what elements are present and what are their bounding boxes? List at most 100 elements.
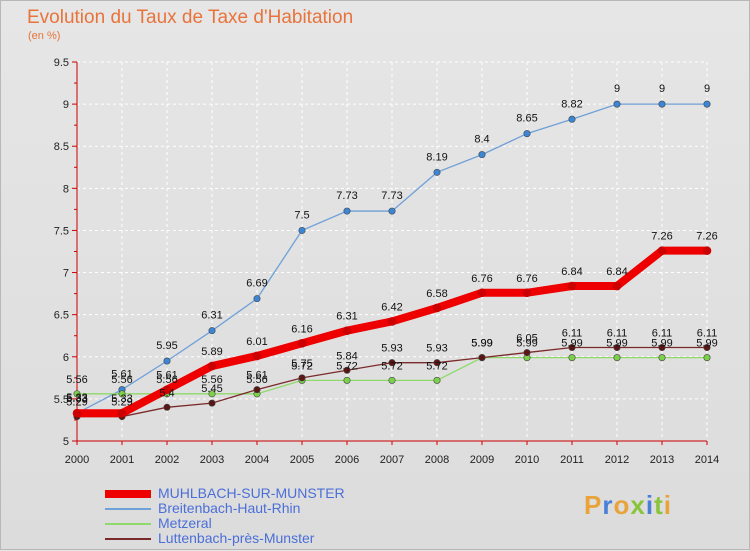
data-point — [388, 359, 396, 367]
y-tick-label: 9 — [63, 99, 69, 111]
data-labels: 5.33 5.33 5.61 5.89 6.01 6.16 6.31 6.42 6.58 6.76… — [66, 83, 717, 408]
x-tick-label: 2006 — [335, 454, 359, 466]
data-point — [163, 357, 171, 365]
data-point — [72, 408, 82, 418]
x-tick-label: 2014 — [695, 454, 719, 466]
data-label: 5.89 — [201, 346, 222, 358]
data-point — [343, 207, 351, 215]
data-point — [523, 130, 531, 138]
data-point — [703, 100, 711, 108]
data-label: 6.11 — [652, 328, 673, 340]
data-label: 9 — [614, 83, 620, 95]
x-tick-label: 2013 — [650, 454, 674, 466]
data-label: 6.76 — [471, 273, 492, 285]
legend-swatch — [105, 523, 151, 525]
data-label: 6.31 — [336, 311, 357, 323]
data-label: 5.99 — [561, 338, 582, 350]
data-point — [657, 246, 667, 255]
data-point — [433, 168, 441, 176]
data-point — [73, 390, 81, 398]
data-label: 5.29 — [111, 397, 132, 409]
data-label: 5.93 — [381, 343, 402, 355]
data-label: 5.99 — [696, 338, 717, 350]
data-point — [253, 386, 261, 394]
data-point — [658, 344, 666, 352]
data-point — [522, 288, 532, 298]
x-tick-label: 2012 — [605, 454, 629, 466]
data-label: 9 — [704, 83, 710, 95]
logo-letter: o — [613, 490, 631, 520]
data-label: 6.76 — [516, 273, 537, 285]
data-point — [343, 376, 351, 384]
data-point — [613, 344, 621, 352]
data-label: 8.19 — [426, 151, 447, 163]
chart-title: Evolution du Taux de Taxe d'Habitation — [27, 7, 354, 28]
legend-swatch — [105, 538, 151, 540]
data-point — [117, 408, 127, 418]
proxiti-logo: Proxiti — [584, 490, 672, 521]
data-point — [298, 374, 306, 382]
data-label: 5.56 — [201, 374, 222, 386]
data-point — [343, 366, 351, 374]
data-point — [478, 151, 486, 159]
y-tick-label: 6.5 — [54, 310, 69, 322]
legend-label: MUHLBACH-SUR-MUNSTER — [158, 485, 345, 501]
x-tick-label: 2002 — [155, 454, 179, 466]
chart-subtitle: (en %) — [28, 30, 61, 42]
series-group — [72, 100, 712, 421]
y-tick-label: 6 — [63, 352, 69, 364]
data-label: 6.11 — [697, 328, 718, 340]
data-label: 6.05 — [516, 333, 537, 345]
data-point — [568, 344, 576, 352]
data-label: 5.72 — [291, 360, 312, 372]
data-point — [342, 326, 352, 335]
data-point — [298, 226, 306, 234]
data-label: 5.93 — [426, 343, 447, 355]
data-label: 6.31 — [201, 310, 222, 322]
data-point — [568, 115, 576, 123]
data-point — [252, 351, 262, 361]
data-label: 5.72 — [381, 360, 402, 372]
y-tick-label: 5 — [63, 436, 69, 448]
data-label: 5.75 — [291, 358, 312, 370]
data-label: 6.84 — [606, 266, 627, 278]
data-label: 6.11 — [562, 328, 583, 340]
data-label: 5.45 — [201, 383, 222, 395]
data-label: 5.61 — [111, 369, 132, 381]
data-point — [702, 246, 712, 255]
x-tick-label: 2005 — [290, 454, 314, 466]
data-label: 8.4 — [474, 134, 489, 146]
logo-letter: P — [584, 490, 603, 520]
y-tick-label: 8.5 — [54, 141, 69, 153]
data-point — [388, 207, 396, 215]
data-label: 5.33 — [66, 393, 87, 405]
data-label: 6.01 — [246, 336, 267, 348]
data-label: 6.84 — [561, 266, 582, 278]
data-point — [703, 344, 711, 352]
data-label: 9 — [659, 83, 665, 95]
data-label: 5.72 — [426, 360, 447, 372]
data-label: 5.33 — [66, 392, 87, 404]
data-label: 5.33 — [111, 393, 132, 405]
data-point — [208, 390, 216, 398]
data-label: 6.58 — [426, 288, 447, 300]
legend-label: Breitenbach-Haut-Rhin — [158, 500, 301, 516]
x-tick-label: 2001 — [110, 454, 134, 466]
data-point — [297, 339, 307, 348]
x-tick-label: 2000 — [65, 454, 89, 466]
data-point — [523, 349, 531, 357]
data-point — [612, 281, 622, 291]
x-tick-label: 2004 — [245, 454, 269, 466]
data-point — [163, 403, 171, 411]
data-label: 6.69 — [246, 278, 267, 290]
data-point — [162, 385, 172, 394]
data-label: 7.5 — [294, 209, 309, 221]
legend-label: Metzeral — [158, 515, 212, 531]
data-point — [478, 354, 486, 362]
x-tick-label: 2010 — [515, 454, 539, 466]
data-label: 5.72 — [336, 360, 357, 372]
y-tick-label: 9.5 — [54, 57, 69, 69]
